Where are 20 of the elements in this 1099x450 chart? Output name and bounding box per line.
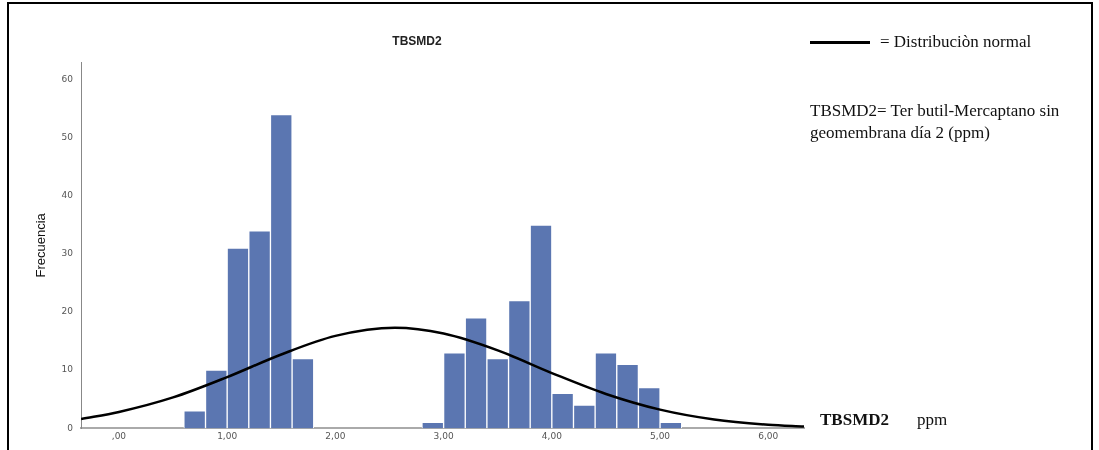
y-tick-label: 50 [61,132,74,143]
chart-title: TBSMD2 [392,33,442,48]
x-tick-label: 4,00 [541,430,563,441]
text: TBSMD2= Ter butil-Mercaptano sin geomembrana día 2 (ppm) [810,100,1061,144]
x-tick-label: 3,00 [433,430,454,441]
x-tick-label: 2,00 [325,430,346,441]
y-tick-label: 10 [61,364,74,375]
line-series [81,326,804,428]
x-tick-label: 5,00 [650,430,671,441]
y-tick-label: 0 [67,422,74,433]
y-tick-label: 20 [61,306,74,317]
x-tick-label: ,00 [111,430,127,441]
y-tick-label: 40 [61,190,74,201]
legend-label: = Distribuciòn normal [880,32,1032,52]
x-tick-label: 1,00 [217,430,238,441]
y-axis-title: Frecuencia [33,212,49,278]
y-tick-label: 60 [61,74,74,85]
y-tick-label: 30 [61,248,74,259]
text: TBSMD2 ppm [820,410,948,429]
x-tick-label: 6,00 [758,430,779,441]
